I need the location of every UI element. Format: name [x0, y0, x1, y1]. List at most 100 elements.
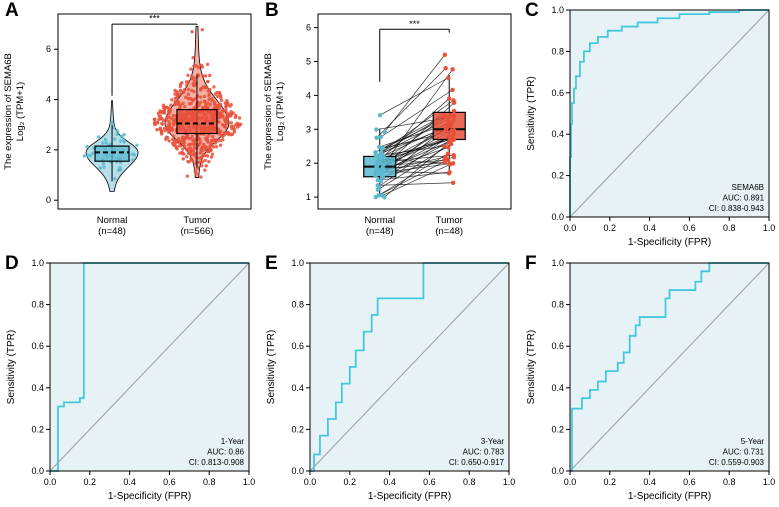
- roc-chart-e: 0.0 0.2 0.4 0.6 0.8 1.0 0.0 0.2 0.4 0.6 0.8 1.0 1-Sp…: [266, 258, 516, 502]
- svg-text:1.0: 1.0: [551, 5, 564, 15]
- svg-text:AUC: 0.731: AUC: 0.731: [723, 447, 765, 456]
- svg-text:0.4: 0.4: [643, 477, 656, 487]
- panel-d: D 0.0 0.2 0.4 0.6 0.8 1.0 0.0 0.2 0.4 0.6 0.8 1.0 1-…: [0, 253, 259, 507]
- panel-a-label: A: [5, 0, 19, 21]
- svg-text:0.0: 0.0: [564, 223, 577, 233]
- svg-text:0.6: 0.6: [423, 477, 436, 487]
- svg-text:0.8: 0.8: [723, 223, 736, 233]
- panel-a: A 0 2 4 6 The expression of SEMA6B Log₂ (TPM+…: [0, 0, 259, 253]
- svg-text:0.8: 0.8: [291, 300, 304, 310]
- svg-text:SEMA6B: SEMA6B: [732, 183, 764, 192]
- svg-text:Normal: Normal: [97, 215, 128, 226]
- svg-text:(n=48): (n=48): [366, 226, 394, 237]
- svg-text:0: 0: [46, 195, 51, 205]
- roc-chart-c: 0.0 0.2 0.4 0.6 0.8 1.0 0.0 0.2 0.4 0.6 0.8 1.0 1-Sp…: [526, 5, 776, 248]
- svg-text:0.2: 0.2: [604, 223, 617, 233]
- panel-e: E 0.0 0.2 0.4 0.6 0.8 1.0 0.0 0.2 0.4 0.6 0.8 1.0 1-…: [260, 253, 519, 507]
- svg-text:0.8: 0.8: [551, 300, 564, 310]
- svg-text:1.0: 1.0: [763, 223, 776, 233]
- svg-text:1-Specificity (FPR): 1-Specificity (FPR): [368, 491, 451, 502]
- svg-text:0.8: 0.8: [551, 46, 564, 56]
- panel-b: B 1 2 3 4 5 6 The expression of SEMA6B Log₂ (TP…: [260, 0, 519, 253]
- svg-text:AUC: 0.783: AUC: 0.783: [463, 447, 505, 456]
- svg-text:Normal: Normal: [364, 215, 395, 226]
- svg-text:CI: 0.650-0.917: CI: 0.650-0.917: [449, 458, 505, 467]
- svg-text:1.0: 1.0: [291, 258, 304, 268]
- panel-f-label: F: [525, 253, 537, 274]
- svg-text:(n=566): (n=566): [180, 226, 213, 237]
- svg-text:0.0: 0.0: [291, 466, 304, 476]
- svg-text:The expression of SEMA6B: The expression of SEMA6B: [3, 53, 14, 170]
- panel-c-label: C: [525, 0, 539, 21]
- svg-text:0.6: 0.6: [683, 477, 696, 487]
- svg-text:0.2: 0.2: [604, 477, 617, 487]
- svg-text:0.0: 0.0: [551, 466, 564, 476]
- svg-text:0.0: 0.0: [551, 212, 564, 222]
- svg-text:Log₂ (TPM+1): Log₂ (TPM+1): [15, 82, 26, 141]
- svg-text:0.8: 0.8: [463, 477, 476, 487]
- svg-text:0.0: 0.0: [44, 477, 57, 487]
- svg-text:0.2: 0.2: [31, 424, 44, 434]
- svg-text:The expression of SEMA6B: The expression of SEMA6B: [263, 53, 274, 170]
- svg-text:1-Specificity (FPR): 1-Specificity (FPR): [628, 237, 711, 248]
- svg-text:1.0: 1.0: [503, 477, 516, 487]
- svg-text:***: ***: [149, 14, 160, 24]
- svg-text:2: 2: [306, 158, 311, 168]
- svg-text:0.6: 0.6: [683, 223, 696, 233]
- svg-text:Sensitivity (TPR): Sensitivity (TPR): [526, 76, 537, 150]
- svg-text:1-Year: 1-Year: [221, 437, 245, 446]
- panel-f: F 0.0 0.2 0.4 0.6 0.8 1.0 0.0 0.2 0.4 0.6 0.8 1.0 1-…: [520, 253, 779, 507]
- svg-text:0.2: 0.2: [551, 424, 564, 434]
- svg-text:Sensitivity (TPR): Sensitivity (TPR): [266, 330, 277, 404]
- svg-text:2: 2: [46, 145, 51, 155]
- svg-text:CI: 0.813-0.908: CI: 0.813-0.908: [189, 458, 245, 467]
- svg-text:0.4: 0.4: [123, 477, 136, 487]
- roc-chart-d: 0.0 0.2 0.4 0.6 0.8 1.0 0.0 0.2 0.4 0.6 0.8 1.0 1-Sp…: [6, 258, 255, 502]
- svg-text:0.0: 0.0: [564, 477, 577, 487]
- svg-text:3-Year: 3-Year: [481, 437, 505, 446]
- svg-text:0.6: 0.6: [163, 477, 176, 487]
- svg-text:1: 1: [306, 192, 311, 202]
- svg-text:5: 5: [306, 56, 311, 66]
- svg-text:***: ***: [409, 19, 420, 29]
- svg-text:0.6: 0.6: [31, 341, 44, 351]
- svg-text:1.0: 1.0: [763, 477, 776, 487]
- svg-text:0.2: 0.2: [84, 477, 97, 487]
- panel-e-label: E: [265, 253, 278, 274]
- svg-text:1-Specificity (FPR): 1-Specificity (FPR): [628, 491, 711, 502]
- svg-text:0.8: 0.8: [31, 300, 44, 310]
- svg-text:AUC: 0.891: AUC: 0.891: [723, 193, 765, 202]
- svg-text:5-Year: 5-Year: [741, 437, 765, 446]
- svg-text:(n=48): (n=48): [98, 226, 126, 237]
- svg-text:0.2: 0.2: [344, 477, 357, 487]
- violin-chart-a: 0 2 4 6 The expression of SEMA6B Log₂ (TPM+1)…: [3, 13, 252, 237]
- roc-chart-f: 0.0 0.2 0.4 0.6 0.8 1.0 0.0 0.2 0.4 0.6 0.8 1.0 1-Sp…: [526, 258, 776, 502]
- svg-text:0.2: 0.2: [291, 424, 304, 434]
- svg-text:0.8: 0.8: [203, 477, 216, 487]
- svg-text:Log₂ (TPM+1): Log₂ (TPM+1): [275, 82, 286, 141]
- svg-text:0.2: 0.2: [551, 171, 564, 181]
- svg-text:0.4: 0.4: [291, 383, 304, 393]
- svg-text:0.4: 0.4: [383, 477, 396, 487]
- svg-text:CI: 0.838-0.943: CI: 0.838-0.943: [709, 204, 765, 213]
- svg-text:0.0: 0.0: [31, 466, 44, 476]
- svg-text:0.6: 0.6: [291, 341, 304, 351]
- svg-text:1.0: 1.0: [551, 258, 564, 268]
- svg-text:6: 6: [46, 44, 51, 54]
- svg-text:4: 4: [46, 95, 51, 105]
- panel-d-label: D: [5, 253, 19, 274]
- svg-text:0.4: 0.4: [551, 383, 564, 393]
- svg-text:AUC: 0.86: AUC: 0.86: [207, 447, 244, 456]
- svg-text:0.0: 0.0: [304, 477, 317, 487]
- svg-text:3: 3: [306, 124, 311, 134]
- svg-text:Sensitivity (TPR): Sensitivity (TPR): [6, 330, 17, 404]
- panel-c: C 0.0 0.2 0.4 0.6 0.8 1.0 0.0 0.2 0.4 0.6 0.8 1.0 1-…: [520, 0, 779, 253]
- svg-text:1.0: 1.0: [31, 258, 44, 268]
- svg-text:CI: 0.559-0.903: CI: 0.559-0.903: [709, 458, 765, 467]
- svg-text:4: 4: [306, 90, 311, 100]
- svg-text:0.6: 0.6: [551, 88, 564, 98]
- svg-text:Tumor: Tumor: [436, 215, 463, 226]
- svg-text:0.4: 0.4: [643, 223, 656, 233]
- panel-b-label: B: [265, 0, 279, 21]
